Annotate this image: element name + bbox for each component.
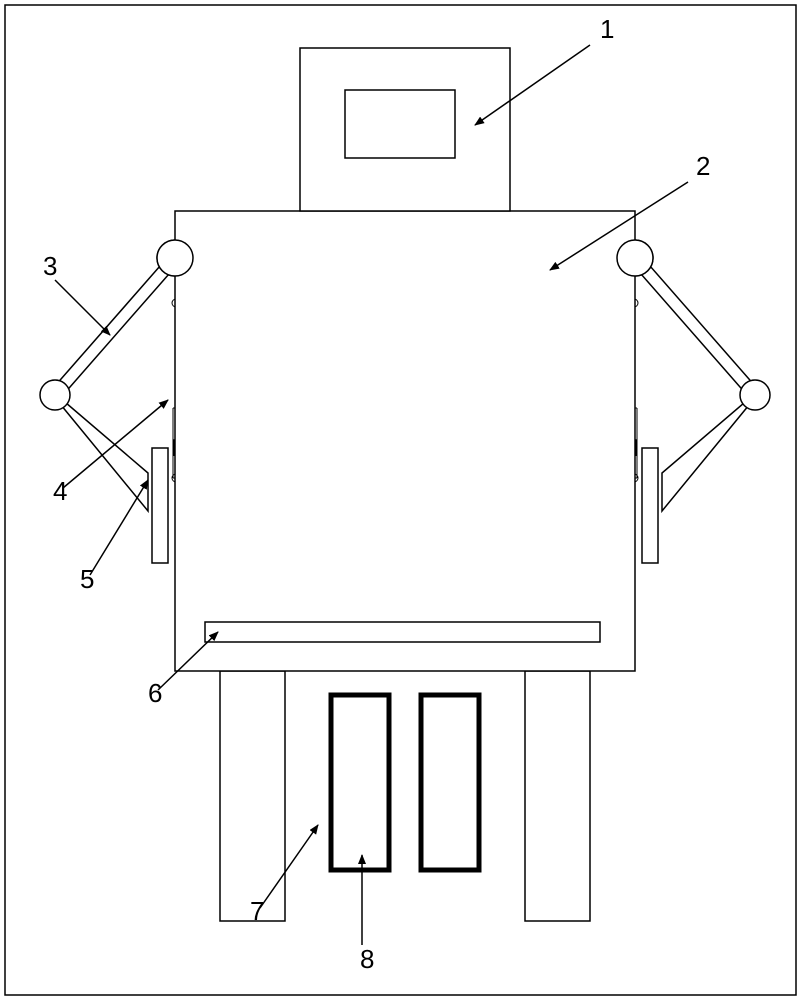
callout-label-7: 7	[250, 896, 264, 926]
callout-label-1: 1	[600, 14, 614, 44]
outer-leg-right	[525, 671, 590, 921]
callout-label-3: 3	[43, 251, 57, 281]
outer-leg-left	[220, 671, 285, 921]
wheel-left	[152, 448, 168, 563]
elbow-joint-right	[740, 380, 770, 410]
robot-body	[175, 211, 635, 671]
shoulder-joint-right-top	[617, 240, 653, 276]
wheel-right	[642, 448, 658, 563]
callout-label-8: 8	[360, 944, 374, 974]
elbow-joint-left	[40, 380, 70, 410]
callout-label-2: 2	[696, 151, 710, 181]
shoulder-joint-left-top	[157, 240, 193, 276]
robot-head	[300, 48, 510, 211]
callout-label-6: 6	[148, 678, 162, 708]
callout-label-5: 5	[80, 564, 94, 594]
robot-diagram: 1 2 3 4 5 6 7 8	[0, 0, 801, 1000]
callout-label-4: 4	[53, 476, 67, 506]
